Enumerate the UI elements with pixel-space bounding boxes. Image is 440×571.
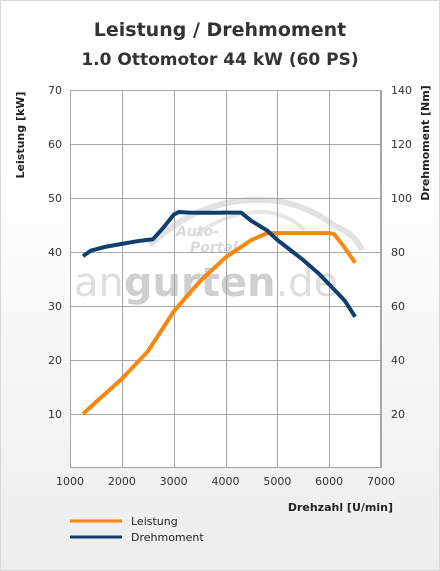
watermark-car-outline: [147, 196, 365, 252]
x-tick-label: 5000: [263, 475, 291, 488]
y-right-tick-label: 100: [391, 192, 412, 205]
legend: Leistung Drehmoment: [70, 515, 204, 544]
y-left-tick-label: 30: [48, 300, 62, 313]
watermark-word: angurten.de: [74, 260, 338, 306]
y-left-tick-label: 50: [48, 192, 62, 205]
legend-label-drehmoment: Drehmoment: [131, 531, 204, 544]
grid: [70, 90, 382, 468]
y-left-tick-label: 60: [48, 138, 62, 151]
x-tick-label: 7000: [367, 475, 395, 488]
x-axis-label: Drehzahl [U/min]: [288, 501, 393, 514]
y-right-tick-label: 40: [391, 354, 405, 367]
y-left-tick-label: 40: [48, 246, 62, 259]
y-left-tick-label: 70: [48, 84, 62, 97]
chart-subtitle: 1.0 Ottomotor 44 kW (60 PS): [81, 50, 358, 70]
y-left-tick-label: 10: [48, 408, 62, 421]
watermark-car-window: [193, 209, 307, 238]
series-line-leistung: [81, 231, 357, 416]
watermark-word-a: an: [74, 260, 124, 306]
y-right-tick-label: 60: [391, 300, 405, 313]
y-left-tick-label: 20: [48, 354, 62, 367]
series-line-drehmoment: [81, 210, 357, 318]
y-right-tick-label: 80: [391, 246, 405, 259]
x-tick-label: 3000: [160, 475, 188, 488]
legend-label-leistung: Leistung: [131, 515, 178, 528]
y-axis-right-label: Drehmoment [Nm]: [419, 85, 432, 200]
x-tick-label: 6000: [315, 475, 343, 488]
plot-border: [70, 90, 381, 468]
y-right-tick-label: 120: [391, 138, 412, 151]
y-right-tick-label: 140: [391, 84, 412, 97]
watermark-line1: Auto-: [175, 224, 219, 240]
series-layer: [81, 210, 357, 416]
chart-title: Leistung / Drehmoment: [94, 19, 346, 41]
y-axis-left-label: Leistung [kW]: [14, 92, 27, 179]
y-right-tick-label: 20: [391, 408, 405, 421]
tick-labels: 1000 2000 3000 4000 5000 6000 7000 10 20 30 40 50 60…: [48, 84, 412, 488]
x-tick-label: 2000: [108, 475, 136, 488]
x-tick-label: 4000: [212, 475, 240, 488]
x-tick-label: 1000: [56, 475, 84, 488]
